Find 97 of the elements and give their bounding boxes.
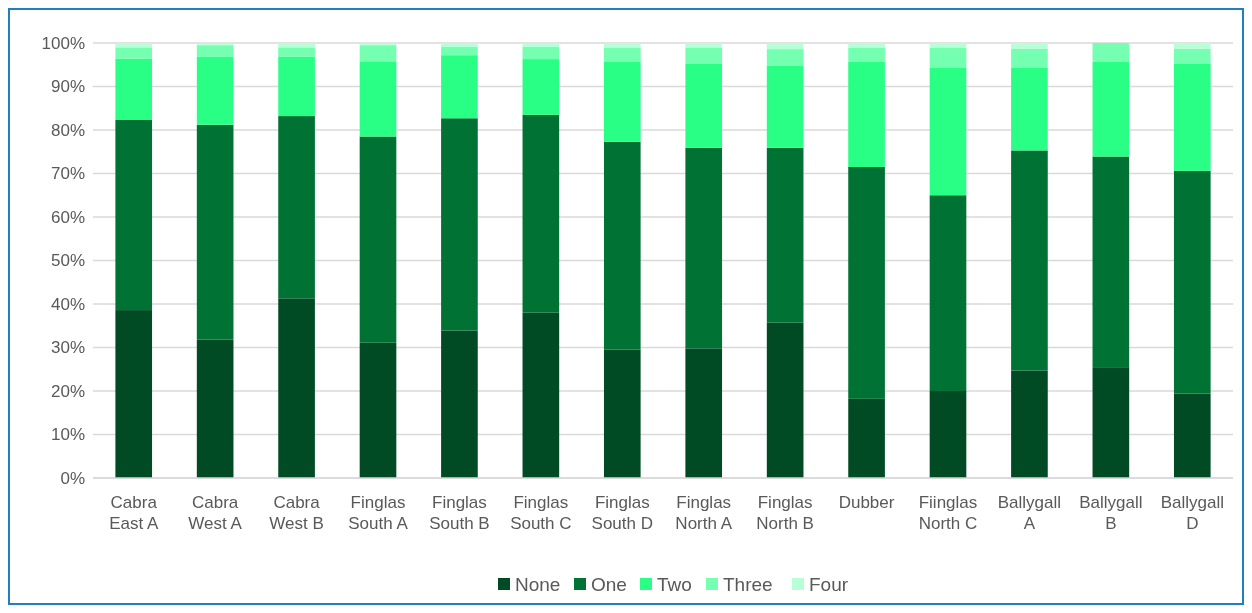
bar bbox=[929, 67, 967, 196]
x-tick-label: Ballygall A bbox=[997, 493, 1062, 533]
bar bbox=[766, 147, 804, 323]
bar bbox=[441, 330, 478, 478]
bar bbox=[196, 45, 234, 57]
bar bbox=[522, 59, 560, 115]
y-tick-label: 20% bbox=[50, 381, 85, 401]
bar bbox=[196, 43, 234, 46]
bar bbox=[196, 124, 234, 340]
x-tick-label: Ballygall B bbox=[1079, 493, 1143, 533]
bar bbox=[685, 47, 723, 64]
x-tick-label: Finglas South D bbox=[591, 493, 653, 533]
bar bbox=[522, 46, 560, 60]
legend-label: One bbox=[591, 573, 627, 595]
bar bbox=[522, 114, 560, 313]
x-tick-label: Finglas North B bbox=[756, 493, 814, 533]
bar bbox=[115, 43, 153, 48]
bar bbox=[929, 47, 967, 68]
bar bbox=[766, 322, 804, 478]
x-tick-label: Finglas South C bbox=[510, 493, 572, 533]
y-tick-label: 100% bbox=[41, 33, 85, 53]
bar bbox=[685, 348, 723, 478]
bar bbox=[359, 342, 397, 478]
bar bbox=[1011, 43, 1048, 49]
x-tick-label: Cabra West B bbox=[269, 493, 324, 533]
bar bbox=[359, 136, 397, 343]
y-tick-label: 0% bbox=[60, 468, 85, 488]
bar bbox=[522, 312, 560, 478]
x-tick-label: Dubber bbox=[838, 493, 895, 512]
y-tick-label: 80% bbox=[50, 120, 85, 140]
bar bbox=[278, 56, 315, 117]
bar bbox=[929, 391, 967, 478]
bar bbox=[766, 65, 804, 148]
bar bbox=[115, 120, 153, 311]
x-tick-label: Finglas South A bbox=[348, 493, 409, 533]
y-tick-label: 60% bbox=[50, 207, 85, 227]
bar bbox=[441, 55, 478, 119]
bar bbox=[1173, 170, 1211, 394]
bar bbox=[766, 49, 804, 66]
bar bbox=[278, 116, 315, 299]
legend-label: Four bbox=[809, 573, 849, 595]
y-tick-label: 30% bbox=[50, 338, 85, 358]
bar bbox=[196, 339, 234, 478]
x-tick-label: Fiinglas North C bbox=[918, 493, 978, 533]
bar bbox=[441, 46, 478, 56]
bar bbox=[603, 43, 641, 48]
bar bbox=[359, 61, 397, 137]
bar bbox=[603, 141, 641, 350]
bar bbox=[848, 47, 885, 62]
bar bbox=[603, 47, 641, 62]
bar bbox=[1173, 43, 1211, 49]
bar bbox=[359, 45, 397, 62]
bar bbox=[685, 147, 723, 349]
bar bbox=[1011, 67, 1048, 151]
bar bbox=[848, 43, 885, 48]
bar bbox=[115, 47, 153, 59]
bar bbox=[1092, 61, 1130, 157]
x-tick-label: Finglas North A bbox=[675, 493, 733, 533]
bar bbox=[603, 349, 641, 478]
bar bbox=[115, 58, 153, 120]
bar bbox=[1092, 43, 1130, 62]
bar bbox=[929, 195, 967, 391]
bar bbox=[1173, 48, 1211, 64]
bar bbox=[115, 310, 153, 478]
x-tick-label: Finglas South B bbox=[429, 493, 490, 533]
bar bbox=[1011, 48, 1048, 68]
bar bbox=[848, 166, 885, 399]
bar bbox=[766, 43, 804, 50]
bar bbox=[1092, 367, 1130, 478]
bar bbox=[196, 56, 234, 125]
bar bbox=[929, 43, 967, 48]
bar bbox=[278, 298, 315, 478]
y-tick-label: 10% bbox=[50, 425, 85, 445]
x-tick-label: Cabra East A bbox=[109, 493, 159, 533]
x-tick-label: Ballygall D bbox=[1160, 493, 1224, 533]
x-tick-label: Cabra West A bbox=[188, 493, 243, 533]
bar bbox=[848, 398, 885, 478]
bar bbox=[359, 43, 397, 46]
y-tick-label: 50% bbox=[50, 251, 85, 271]
bar bbox=[848, 61, 885, 167]
legend-label: None bbox=[515, 573, 561, 595]
bar bbox=[685, 63, 723, 148]
y-tick-label: 90% bbox=[50, 77, 85, 97]
legend-label: Three bbox=[723, 573, 773, 595]
bar bbox=[685, 43, 723, 48]
y-tick-label: 40% bbox=[50, 294, 85, 314]
legend-label: Two bbox=[657, 573, 692, 595]
bar bbox=[278, 47, 315, 57]
bar bbox=[441, 118, 478, 331]
bar bbox=[1092, 156, 1130, 368]
bar bbox=[603, 61, 641, 142]
bar bbox=[278, 43, 315, 48]
bar bbox=[1011, 370, 1048, 478]
bar bbox=[1011, 150, 1048, 371]
bar bbox=[1173, 63, 1211, 171]
y-tick-label: 70% bbox=[50, 164, 85, 184]
bar bbox=[1173, 393, 1211, 478]
